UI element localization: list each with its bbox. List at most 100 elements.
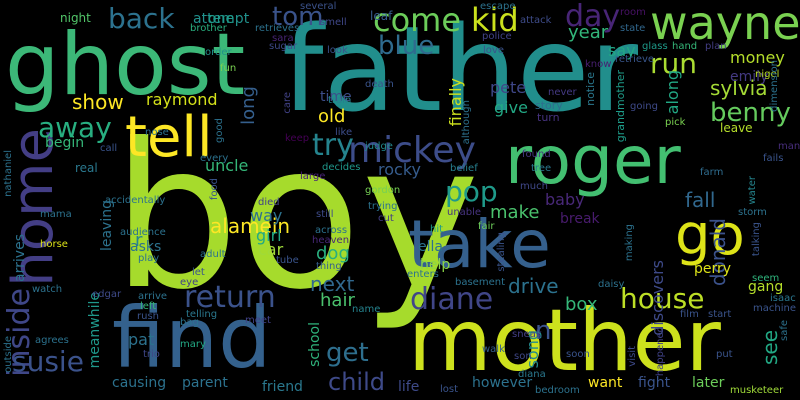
word-smell: smell: [320, 17, 347, 28]
word-walk: walk: [482, 344, 505, 355]
word-plan: plan: [705, 41, 727, 52]
word-box: box: [565, 294, 598, 315]
word-visit: visit: [627, 346, 638, 367]
word-lost: lost: [440, 384, 459, 395]
word-susie: susie: [12, 345, 84, 378]
word-machine: machine: [753, 303, 796, 314]
word-real: real: [75, 161, 98, 175]
word-come: come: [373, 1, 462, 39]
word-trio: trio: [143, 349, 160, 360]
word-father: father: [282, 0, 639, 138]
word-play: play: [138, 253, 160, 264]
word-boy: boy: [112, 101, 480, 334]
word-nose: nose: [145, 127, 169, 138]
word-left: left: [140, 301, 157, 312]
word-gordon: gordon: [365, 185, 401, 196]
word-perry: perry: [694, 261, 732, 277]
word-soon: soon: [566, 349, 590, 360]
word-hair: hair: [320, 290, 355, 311]
word-roger: roger: [505, 122, 681, 199]
word-outside: outside: [3, 336, 14, 373]
word-child: child: [328, 368, 385, 396]
word-emily: emily: [730, 69, 769, 85]
word-go: go: [675, 203, 745, 268]
word-name: name: [352, 304, 381, 315]
word-nigel: nigel: [755, 69, 780, 80]
word-fall: fall: [685, 188, 716, 212]
word-tom: tom: [272, 2, 324, 32]
word-police: police: [482, 31, 512, 42]
word-alamein: alamein: [210, 214, 291, 238]
word-know: know: [585, 59, 612, 70]
word-run: run: [650, 47, 698, 80]
word-across: across: [315, 225, 348, 236]
word-life: life: [398, 379, 420, 395]
word-dimension: dimension: [769, 60, 780, 112]
word-attack: attack: [520, 15, 552, 26]
word-going: going: [630, 101, 658, 112]
word-still: still: [316, 209, 334, 220]
word-found: found: [522, 149, 551, 160]
word-r: r: [135, 230, 143, 251]
word-order: order: [205, 47, 232, 58]
word-stealing: stealing: [496, 232, 507, 272]
word-house: house: [620, 282, 705, 315]
word-break: break: [560, 211, 600, 227]
word-tree: tree: [531, 163, 552, 174]
word-diana: diana: [518, 369, 546, 380]
word-room: room: [620, 7, 646, 18]
word-away: away: [38, 111, 112, 144]
word-food: food: [209, 178, 220, 201]
word-fight: fight: [638, 375, 671, 391]
word-care: care: [282, 92, 293, 114]
word-death: death: [365, 79, 394, 90]
word-keep: keep: [285, 133, 310, 144]
word-happened: happened: [655, 326, 666, 377]
word-belief: belief: [450, 163, 478, 174]
word-decides: decides: [322, 162, 361, 173]
word-look: look: [327, 45, 348, 56]
word-rush: rush: [137, 311, 159, 322]
word-story: story: [535, 99, 563, 112]
word-love: love: [483, 45, 504, 56]
word-good: good: [214, 118, 225, 143]
word-adult: adult: [200, 249, 226, 260]
word-parent: parent: [182, 375, 228, 391]
word-meet: meet: [245, 315, 271, 326]
word-daisy: daisy: [598, 279, 625, 290]
word-never: never: [548, 87, 577, 98]
word-basement: basement: [455, 277, 505, 288]
word-mary: mary: [180, 339, 206, 350]
word-judge: judge: [365, 141, 393, 152]
word-arrive: arrive: [138, 291, 168, 302]
word-see: see: [758, 330, 782, 366]
word-cut: cut: [378, 213, 394, 224]
word-edgar: edgar: [92, 289, 122, 300]
word-get: get: [326, 338, 369, 368]
word-farm: farm: [700, 167, 724, 178]
word-put: put: [716, 349, 733, 360]
word-want: want: [588, 375, 623, 391]
word-enters: enters: [407, 269, 439, 280]
word-state: state: [620, 23, 646, 34]
word-leaf: leaf: [370, 9, 393, 23]
word-heaven: heaven: [312, 235, 350, 246]
word-school: school: [307, 322, 323, 367]
word-mother: mother: [408, 291, 721, 391]
word-girl: girl: [256, 226, 282, 245]
word-begin: begin: [45, 135, 85, 151]
word-unable: unable: [447, 207, 482, 218]
word-musketeer: musketeer: [730, 385, 784, 396]
word-hit: hit: [430, 224, 444, 235]
word-leaving: leaving: [99, 200, 115, 252]
word-brother: brother: [190, 23, 227, 34]
word-hand: hand: [672, 41, 698, 52]
word-give: give: [494, 98, 528, 117]
word-benny: benny: [710, 98, 791, 128]
word-causing: causing: [112, 375, 167, 391]
word-time: time: [320, 89, 352, 105]
word-audience: audience: [120, 227, 166, 238]
word-take: take: [408, 206, 551, 283]
word-return: return: [184, 280, 276, 315]
